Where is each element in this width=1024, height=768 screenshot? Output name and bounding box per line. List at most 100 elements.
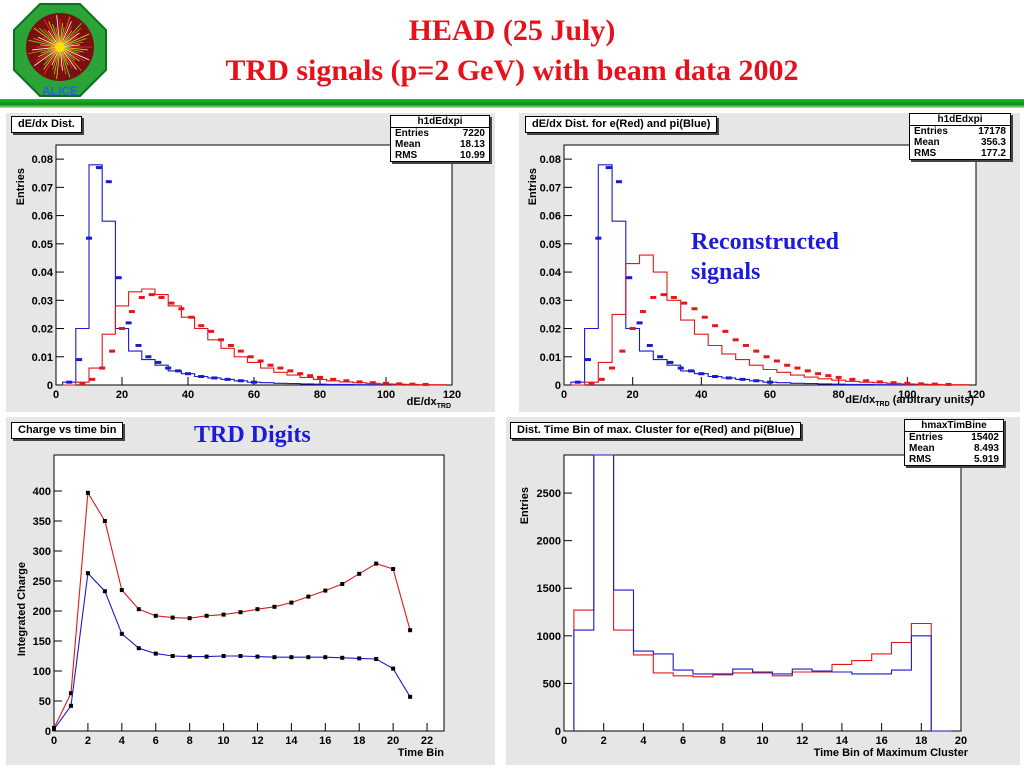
chart-charge-vs-time-svg: 0 50 100 150 200 250 300 350 400 0 2 4 6 8 10 12 14 16 18 2… [16,454,445,759]
stats-label: RMS [909,454,932,465]
x-tick-label: 22 [421,735,433,747]
chart-max-cluster-svg: 0 500 1000 1500 2000 2500 0 2 4 6 8 10 12 14 16 18 20Tim… [519,454,969,759]
stats-box: h1dEdxpi Entries 17178 Mean 356.3 RMS 177.2 [909,113,1011,160]
chart-panel-max-cluster: 0 500 1000 1500 2000 2500 0 2 4 6 8 10 12 14 16 18 20 Tim… [506,417,1020,765]
y-tick-label: 0.06 [32,211,53,223]
y-tick-label: 350 [33,516,51,528]
svg-text:ALICE: ALICE [42,84,78,98]
alice-logo: ALICE [13,3,107,98]
data-point [136,607,141,612]
data-point [374,561,379,566]
stats-value: 177.2 [980,148,1006,159]
x-tick-label: 120 [967,389,985,401]
annotation-reconstructed: Reconstructed signals [691,227,839,287]
x-axis-label: Time Bin [398,747,445,759]
data-point [391,666,396,671]
annotation-line: signals [691,259,761,285]
data-point [289,600,294,605]
x-tick-label: 4 [119,735,126,747]
y-tick-label: 0.05 [32,239,53,251]
x-tick-label: 40 [182,389,194,401]
x-tick-label: 10 [217,735,229,747]
x-tick-label: 40 [695,389,707,401]
x-tick-label: 2 [601,735,607,747]
stats-label: Mean [909,443,935,454]
data-point [323,588,328,593]
y-tick-label: 0.04 [540,267,562,279]
data-point [289,655,294,660]
x-tick-label: 20 [955,735,967,747]
data-point [340,655,345,660]
y-tick-label: 0.02 [540,324,561,336]
data-point [85,490,90,495]
stats-label: Entries [914,126,948,137]
y-tick-label: 0.08 [540,154,561,166]
stats-name: hmaxTimBine [905,420,1003,432]
y-tick-label: 50 [39,696,51,708]
series-red-histogram [570,254,970,386]
data-point [187,616,192,621]
stats-value: 18.13 [459,139,485,150]
x-tick-label: 20 [627,389,639,401]
x-tick-label: 4 [640,735,647,747]
plot-area [53,454,445,732]
stats-label: Mean [914,137,940,148]
data-point [187,654,192,659]
data-point [102,519,107,523]
data-point [374,657,379,661]
data-point [238,610,243,615]
x-axis-label: Time Bin of Maximum Cluster [814,747,969,759]
x-tick-label: 20 [387,735,399,747]
stats-label: Entries [395,128,429,139]
panel-title: dE/dx Dist. for e(Red) and pi(Blue) [525,116,718,133]
data-point [153,613,158,618]
data-point [221,654,226,658]
stats-box: hmaxTimBine Entries 15402 Mean 8.493 RMS 5.… [904,419,1004,466]
x-tick-label: 14 [285,735,298,747]
stats-name: h1dEdxpi [910,114,1010,126]
x-axis-label: dE/dxTRD (arbitrary units) [845,394,974,408]
chart-panel-dedx: 0 0.01 0.02 0.03 0.04 0.05 0.06 0.07 0.08 0 20 40 60… [6,113,495,412]
x-tick-label: 8 [720,735,726,747]
y-tick-label: 0.07 [32,182,53,194]
data-point [68,703,73,708]
y-tick-label: 0.01 [540,352,561,364]
data-point [408,694,413,699]
plot-area [55,144,453,386]
data-point [85,571,90,576]
x-tick-label: 0 [561,735,567,747]
plot-area [563,144,977,386]
y-tick-label: 200 [33,606,51,618]
y-tick-label: 2500 [537,488,561,500]
data-point [204,613,209,618]
stats-value: 10.99 [459,150,485,161]
data-point [255,654,260,659]
stats-label: Entries [909,432,943,443]
x-tick-label: 0 [53,389,59,401]
panel-title: Charge vs time bin [11,422,124,439]
y-tick-label: 0.01 [32,352,53,364]
y-tick-label: 1000 [537,631,561,643]
series-blue-histogram [573,454,952,732]
y-tick-label: 500 [543,678,561,690]
header-divider [0,99,1024,108]
panel-title: Dist. Time Bin of max. Cluster for e(Red… [510,422,802,439]
data-point [119,588,124,592]
y-tick-label: 0 [555,726,561,738]
data-point [170,615,175,620]
y-axis-label: Integrated Charge [16,562,28,656]
chart-dedx-svg: 0 0.01 0.02 0.03 0.04 0.05 0.06 0.07 0.08 0 20 40 60… [15,144,461,410]
x-tick-label: 100 [377,389,395,401]
stats-box: h1dEdxpi Entries 7220 Mean 18.13 RMS 10.99 [390,115,490,162]
x-tick-label: 80 [314,389,326,401]
y-tick-label: 0.07 [540,182,561,194]
data-point [340,582,345,586]
y-tick-label: 0.08 [32,154,53,166]
x-tick-label: 8 [187,735,193,747]
x-tick-label: 18 [353,735,365,747]
data-point [170,654,175,658]
panel-title: dE/dx Dist. [11,116,82,133]
stats-value: 15402 [971,432,999,443]
y-axis-label: Entries [519,487,531,524]
x-tick-label: 12 [796,735,808,747]
